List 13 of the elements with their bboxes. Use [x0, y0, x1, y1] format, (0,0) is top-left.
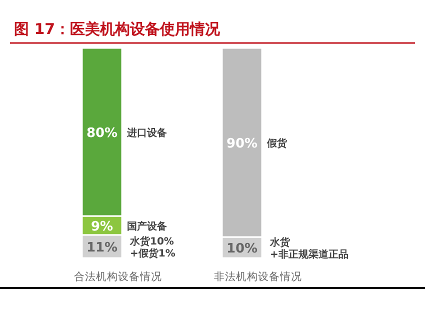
- series-label: 进口设备: [126, 127, 168, 139]
- data-label: 11%: [86, 240, 118, 256]
- annotation: 水货+非正规渠道正品: [269, 236, 348, 260]
- data-label: 9%: [90, 219, 114, 234]
- x-tick-label: 合法机构设备情况: [74, 270, 162, 283]
- series-label: 国产设备: [127, 220, 168, 232]
- data-label: 90%: [226, 136, 258, 152]
- data-label: 10%: [226, 242, 258, 256]
- annotation: 水货10%+假货1%: [129, 235, 176, 260]
- chart-title: 图 17：医美机构设备使用情况: [14, 20, 222, 38]
- series-label: 假货: [266, 138, 288, 150]
- data-label: 80%: [86, 126, 118, 141]
- x-tick-label: 非法机构设备情况: [214, 270, 302, 283]
